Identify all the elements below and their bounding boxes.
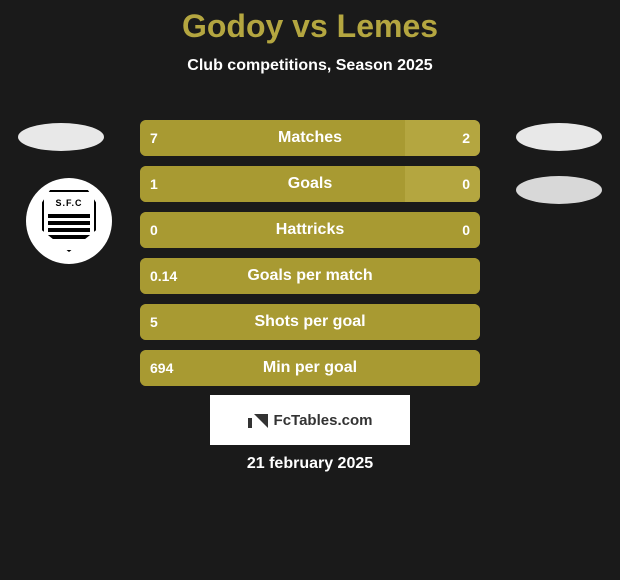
player-badge-left: [18, 123, 104, 151]
bar-label: Min per goal: [263, 359, 357, 377]
page-title: Godoy vs Lemes: [0, 0, 620, 45]
bar-label: Matches: [278, 129, 342, 147]
chart-icon: [248, 412, 268, 428]
bar-value-left: 0.14: [150, 268, 177, 284]
footer-badge-text: FcTables.com: [274, 412, 373, 429]
stat-bar: Goals per match 0.14: [140, 258, 480, 294]
bar-value-right: 0: [462, 176, 470, 192]
club-badge-right: [516, 176, 602, 204]
bar-label: Hattricks: [276, 221, 344, 239]
stat-bar: Hattricks 0 0: [140, 212, 480, 248]
bar-value-left: 5: [150, 314, 158, 330]
stat-bar: Goals 1 0: [140, 166, 480, 202]
player-badge-right: [516, 123, 602, 151]
bar-value-right: 0: [462, 222, 470, 238]
bar-value-left: 1: [150, 176, 158, 192]
bar-label: Goals per match: [247, 267, 372, 285]
stats-bars: Matches 7 2 Goals 1 0 Hattricks 0 0 Goals per mat…: [140, 120, 480, 396]
bar-segment-left: [140, 120, 405, 156]
stat-bar: Min per goal 694: [140, 350, 480, 386]
date-text: 21 february 2025: [247, 455, 373, 473]
club-emblem-left: S.F.C: [26, 178, 112, 264]
bar-value-left: 694: [150, 360, 173, 376]
bar-value-left: 0: [150, 222, 158, 238]
bar-value-right: 2: [462, 130, 470, 146]
stat-bar: Matches 7 2: [140, 120, 480, 156]
bar-label: Shots per goal: [254, 313, 365, 331]
stat-bar: Shots per goal 5: [140, 304, 480, 340]
bar-value-left: 7: [150, 130, 158, 146]
emblem-text: S.F.C: [55, 198, 82, 208]
shield-icon: S.F.C: [42, 190, 96, 252]
bar-segment-left: [140, 166, 405, 202]
footer-badge: FcTables.com: [210, 395, 410, 445]
bar-label: Goals: [288, 175, 332, 193]
page-subtitle: Club competitions, Season 2025: [0, 57, 620, 75]
